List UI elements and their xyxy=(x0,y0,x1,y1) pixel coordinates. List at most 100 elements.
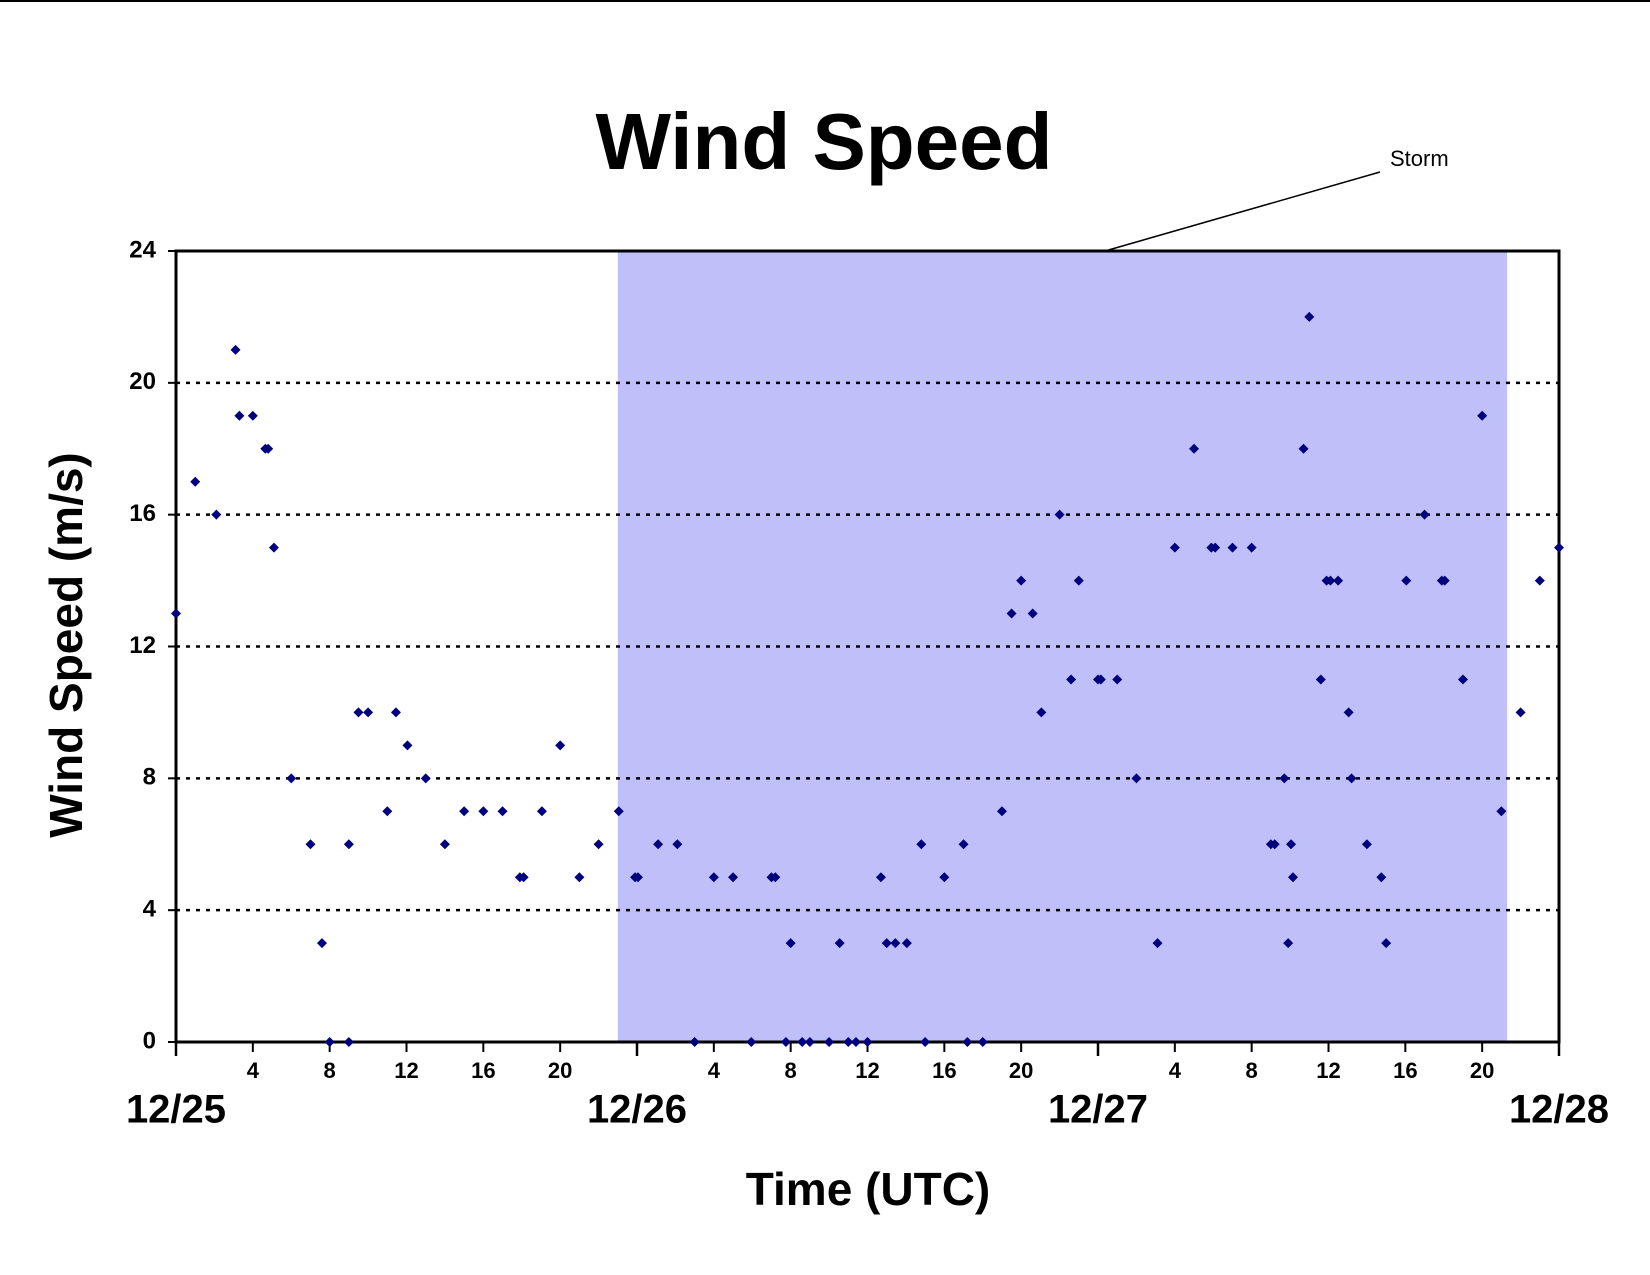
data-point xyxy=(797,1037,808,1047)
data-point xyxy=(1381,938,1392,949)
data-point xyxy=(1066,674,1077,685)
y-tick-label: 0 xyxy=(143,1027,156,1054)
data-point xyxy=(1419,509,1430,520)
data-point xyxy=(1269,839,1280,850)
data-point xyxy=(439,839,450,850)
x-tick-label: 12 xyxy=(394,1058,418,1083)
data-point xyxy=(834,938,845,949)
data-point xyxy=(234,410,245,421)
data-point xyxy=(1283,938,1294,949)
data-point xyxy=(672,839,683,850)
x-tick-label: 20 xyxy=(1470,1058,1494,1083)
data-point xyxy=(1298,443,1309,454)
data-point xyxy=(1189,443,1200,454)
data-point xyxy=(1095,674,1106,685)
data-point xyxy=(785,938,796,949)
data-point xyxy=(268,542,279,553)
data-point xyxy=(1315,674,1326,685)
data-point xyxy=(653,839,664,850)
data-point xyxy=(263,443,274,454)
x-date-label: 12/26 xyxy=(587,1088,687,1132)
data-point xyxy=(1496,806,1507,817)
data-point xyxy=(343,1037,354,1047)
x-tick-label: 20 xyxy=(548,1058,572,1083)
data-point xyxy=(862,1037,873,1047)
data-point xyxy=(286,773,297,784)
data-point xyxy=(1152,938,1163,949)
y-tick-label: 16 xyxy=(129,500,156,527)
y-tick-label: 20 xyxy=(129,368,156,395)
y-tick-label: 8 xyxy=(143,764,156,791)
data-point xyxy=(1401,575,1412,586)
data-point xyxy=(211,509,222,520)
data-point xyxy=(824,1037,835,1047)
background-layer xyxy=(617,251,1508,1042)
data-point xyxy=(478,806,489,817)
data-point xyxy=(353,707,364,718)
data-point xyxy=(1131,773,1142,784)
data-point xyxy=(881,938,892,949)
x-tick-label: 4 xyxy=(708,1058,721,1083)
y-tick-label: 12 xyxy=(129,632,156,659)
data-point xyxy=(920,1037,931,1047)
data-point xyxy=(1333,575,1344,586)
x-tick-label: 8 xyxy=(785,1058,797,1083)
data-point xyxy=(390,707,401,718)
data-point xyxy=(916,839,927,850)
data-point xyxy=(536,806,547,817)
data-point xyxy=(593,839,604,850)
x-tick-label: 8 xyxy=(324,1058,336,1083)
data-point xyxy=(850,1037,861,1047)
data-point xyxy=(1210,542,1221,553)
x-tick-label: 4 xyxy=(1169,1058,1182,1083)
data-point xyxy=(1036,707,1047,718)
data-point xyxy=(343,839,354,850)
data-point xyxy=(247,410,258,421)
data-point xyxy=(1112,674,1123,685)
data-point xyxy=(996,806,1007,817)
data-point xyxy=(746,1037,757,1047)
data-point xyxy=(555,740,566,751)
data-point xyxy=(1361,839,1372,850)
data-point xyxy=(171,608,181,619)
data-point xyxy=(363,707,374,718)
data-point xyxy=(1246,542,1257,553)
data-point xyxy=(1287,872,1298,883)
x-date-label: 12/27 xyxy=(1048,1088,1148,1132)
data-point xyxy=(804,1037,815,1047)
data-point xyxy=(1325,575,1336,586)
data-point xyxy=(939,872,950,883)
data-point xyxy=(977,1037,988,1047)
data-point xyxy=(1027,608,1038,619)
data-point xyxy=(901,938,912,949)
y-axis-title: Wind Speed (m/s) xyxy=(40,452,92,838)
x-tick-label: 20 xyxy=(1009,1058,1033,1083)
data-point xyxy=(420,773,431,784)
data-point xyxy=(1376,872,1387,883)
data-point xyxy=(1457,674,1468,685)
data-point xyxy=(1073,575,1084,586)
chart-title: Wind Speed xyxy=(595,97,1052,186)
data-point xyxy=(305,839,316,850)
y-tick-label: 24 xyxy=(129,236,156,263)
x-tick-label: 12 xyxy=(1316,1058,1340,1083)
x-tick-label: 12 xyxy=(855,1058,879,1083)
data-point xyxy=(1279,773,1290,784)
data-point xyxy=(875,872,886,883)
data-point xyxy=(689,1037,700,1047)
x-date-label: 12/25 xyxy=(126,1088,226,1132)
x-tick-label: 4 xyxy=(247,1058,260,1083)
data-point xyxy=(459,806,470,817)
x-tick-label: 16 xyxy=(1393,1058,1417,1083)
data-point xyxy=(1006,608,1017,619)
data-point xyxy=(324,1037,335,1047)
storm-region xyxy=(617,251,1508,1042)
data-point xyxy=(1286,839,1297,850)
data-point xyxy=(1534,575,1545,586)
data-point xyxy=(1304,311,1315,322)
data-point xyxy=(316,938,327,949)
y-tick-label: 4 xyxy=(143,896,157,923)
data-point xyxy=(382,806,393,817)
storm-label: Storm xyxy=(1390,146,1449,171)
data-point xyxy=(1515,707,1526,718)
